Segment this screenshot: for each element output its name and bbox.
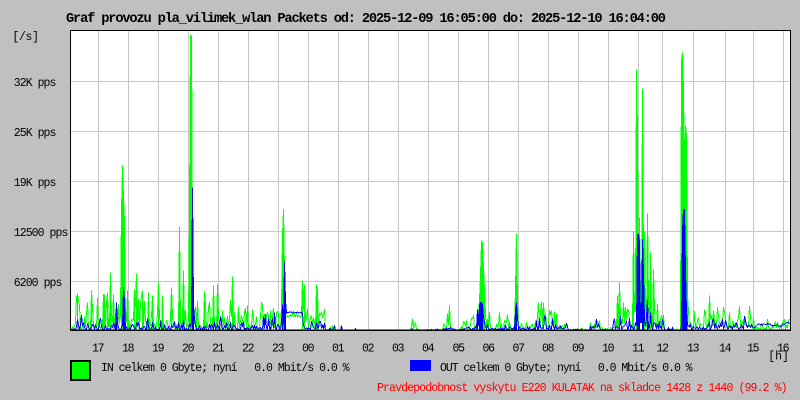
- svg-text:Graf provozu pla_vilimek_wlan: Graf provozu pla_vilimek_wlan Packets od…: [66, 12, 666, 27]
- svg-text:[h]: [h]: [768, 351, 788, 364]
- svg-text:23: 23: [272, 343, 285, 356]
- svg-text:14: 14: [719, 343, 732, 356]
- svg-text:OUT celkem 0 Gbyte; nyní 0.0: OUT celkem 0 Gbyte; nyní 0.0 Mbit/s 0.0 …: [440, 362, 693, 375]
- svg-text:11: 11: [632, 343, 645, 356]
- svg-text:03: 03: [392, 343, 405, 356]
- svg-text:21: 21: [212, 343, 225, 356]
- svg-text:00: 00: [302, 343, 315, 356]
- svg-text:22: 22: [242, 343, 255, 356]
- svg-text:16: 16: [777, 343, 790, 356]
- svg-text:6200 pps: 6200 pps: [14, 277, 62, 290]
- svg-text:13: 13: [687, 343, 700, 356]
- svg-text:08: 08: [542, 343, 555, 356]
- svg-text:10: 10: [602, 343, 615, 356]
- svg-text:09: 09: [572, 343, 585, 356]
- svg-text:IN celkem 0 Gbyte; nyní 0.0: IN celkem 0 Gbyte; nyní 0.0 Mbit/s 0.0 %: [101, 362, 350, 375]
- svg-text:01: 01: [332, 343, 345, 356]
- svg-text:15: 15: [747, 343, 760, 356]
- svg-text:19: 19: [152, 343, 165, 356]
- svg-text:32K pps: 32K pps: [14, 77, 56, 90]
- svg-text:06: 06: [483, 343, 496, 356]
- svg-text:12500 pps: 12500 pps: [14, 227, 68, 240]
- svg-text:25K pps: 25K pps: [14, 127, 56, 140]
- svg-text:Pravdepodobnost vyskytu E220 K: Pravdepodobnost vyskytu E220 KULATAK na …: [377, 382, 787, 395]
- svg-text:07: 07: [513, 343, 525, 356]
- svg-text:17: 17: [92, 343, 104, 356]
- svg-text:19K pps: 19K pps: [14, 177, 56, 190]
- svg-text:20: 20: [182, 343, 195, 356]
- svg-text:12: 12: [657, 343, 670, 356]
- svg-text:05: 05: [453, 343, 466, 356]
- svg-text:02: 02: [362, 343, 375, 356]
- svg-text:[/s]: [/s]: [12, 31, 38, 44]
- svg-text:18: 18: [122, 343, 135, 356]
- svg-text:04: 04: [422, 343, 435, 356]
